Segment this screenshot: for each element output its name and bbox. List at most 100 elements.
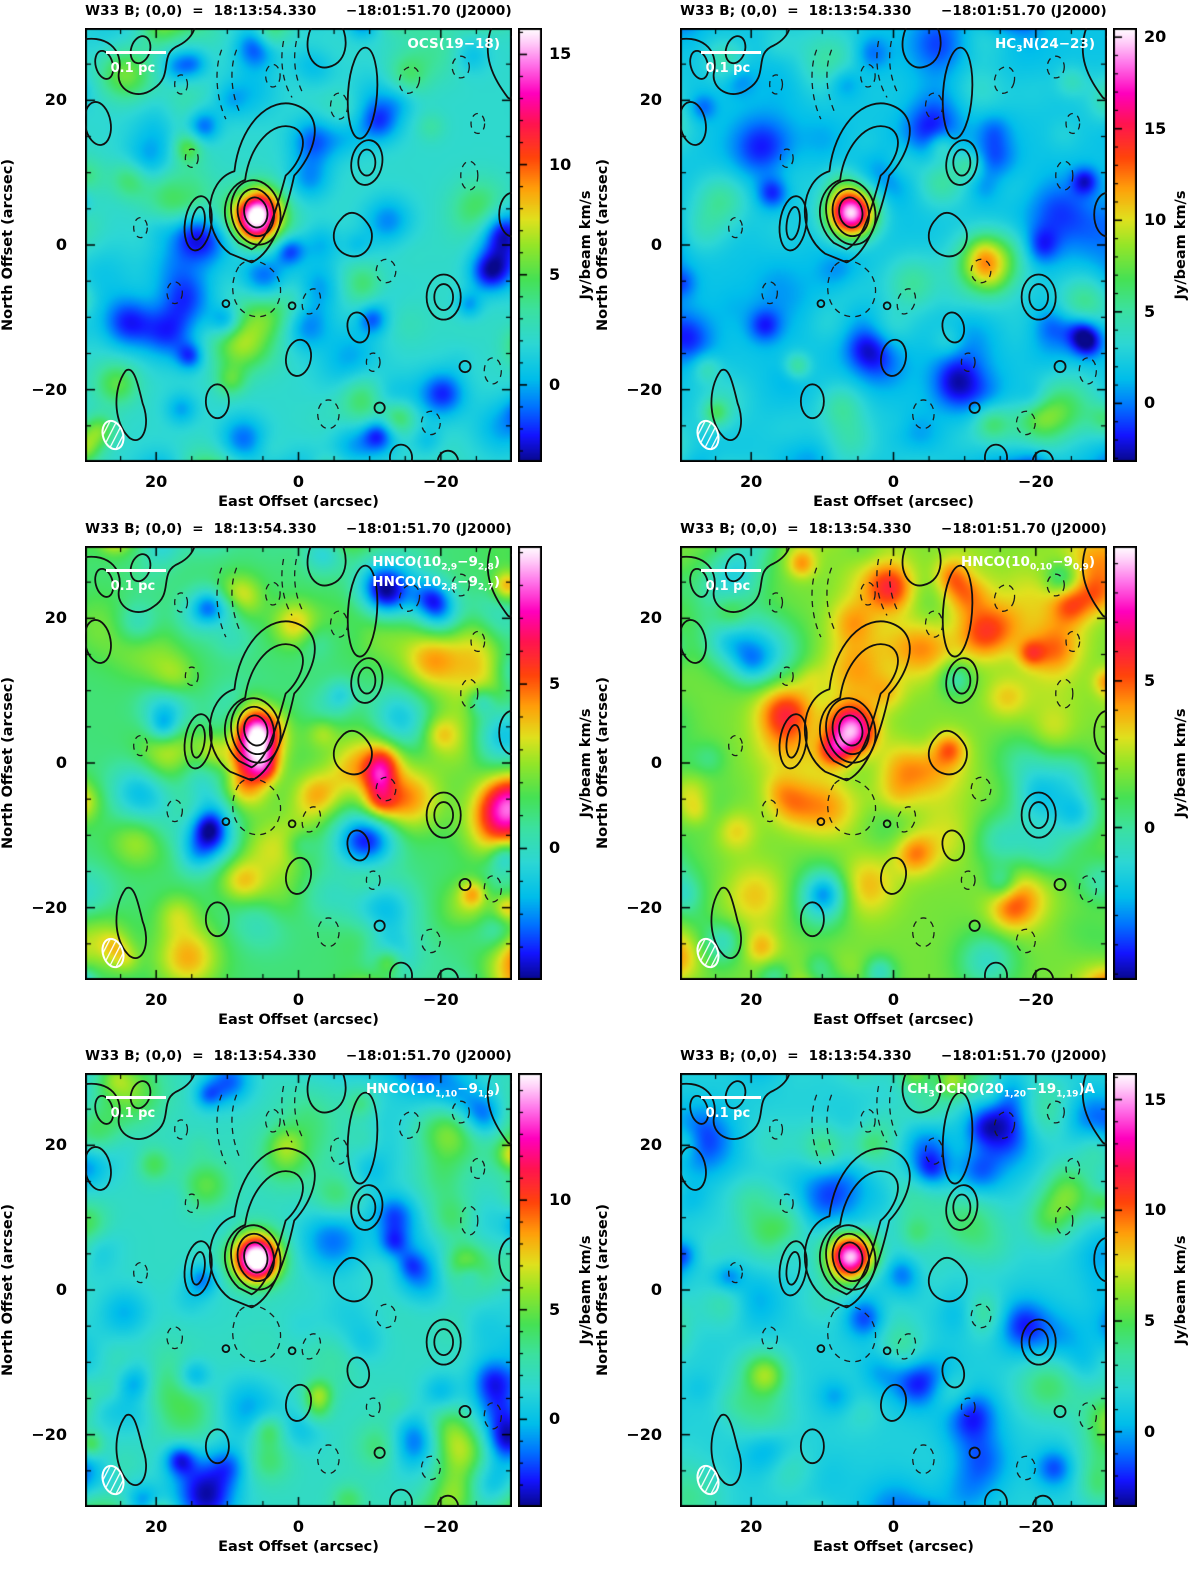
line-label: HNCO(100,10−90,9) [961,554,1095,573]
panel-hnco-010: W33 B; (0,0) = 18:13:54.330 −18:01:51.70… [595,521,1189,1028]
scale-bar-label: 0.1 pc [110,578,156,594]
x-tick-label: 20 [740,472,763,491]
colorbar [1113,1073,1137,1507]
colorbar-tick-label: 15 [549,44,572,64]
heatmap-hnco-110: 0.1 pc HNCO(101,10−91,9) [85,1073,512,1507]
x-tick-label: 0 [292,1517,305,1536]
colorbar-unit-label: Jy/beam km/s [578,190,594,300]
x-tick-label: −20 [422,990,459,1009]
line-label: HC3N(24−23) [994,36,1095,55]
colorbar [518,28,542,462]
x-axis-label: East Offset (arcsec) [813,494,974,510]
y-tick-label: 0 [650,235,662,254]
y-tick-label: −20 [626,897,662,917]
y-axis-label: North Offset (arcsec) [0,1204,16,1376]
y-tick-label: 20 [639,1135,662,1155]
colorbar-unit-label: Jy/beam km/s [1173,190,1189,300]
y-tick-labels: 20 0 −20 [624,546,670,980]
x-axis-label: East Offset (arcsec) [218,1539,379,1555]
x-tick-label: −20 [1017,472,1054,491]
y-tick-label: 20 [639,90,662,110]
scale-bar [106,568,167,572]
heatmap-canvas [85,546,512,980]
colorbar-tick-label: 0 [1144,393,1156,413]
x-tick-label: 0 [887,990,900,1009]
x-axis-label: East Offset (arcsec) [813,1012,974,1028]
line-label: HNCO(101,10−91,9) [366,1081,500,1100]
colorbar-unit-label: Jy/beam km/s [578,708,594,818]
x-tick-labels: 20 0 −20 [680,462,1107,494]
colorbar-tick-label: 5 [549,264,561,284]
colorbar-unit-label: Jy/beam km/s [578,1235,594,1345]
scale-bar [701,1095,762,1099]
y-tick-labels: 20 0 −20 [29,28,75,462]
colorbar-tick-label: 10 [1144,1200,1167,1220]
panel-title: W33 B; (0,0) = 18:13:54.330 −18:01:51.70… [85,521,512,537]
colorbar-canvas [1113,546,1137,980]
line-label: HNCO(102,9−92,8) HNCO(102,8−92,7) [372,554,500,593]
panel-ch3ocho: W33 B; (0,0) = 18:13:54.330 −18:01:51.70… [595,1048,1189,1555]
beam-ellipse-icon [98,935,128,971]
y-tick-labels: 20 0 −20 [624,28,670,462]
colorbar [1113,546,1137,980]
y-tick-label: 20 [44,1135,67,1155]
line-label: CH3OCHO(201,20−191,19)A [907,1081,1095,1100]
colorbar-tick-label: 10 [1144,210,1167,230]
scale-bar-label: 0.1 pc [705,60,751,76]
x-axis-label: East Offset (arcsec) [813,1539,974,1555]
line-label: OCS(19−18) [407,36,500,52]
y-tick-labels: 20 0 −20 [624,1073,670,1507]
x-tick-label: 20 [740,1517,763,1536]
colorbar-tick-label: 15 [1144,118,1167,138]
heatmap-canvas [680,546,1107,980]
colorbar-unit-label: Jy/beam km/s [1173,1235,1189,1345]
scale-bar-label: 0.1 pc [110,60,156,76]
colorbar-tick-label: 5 [1144,301,1156,321]
colorbar-canvas [518,546,542,980]
colorbar-tick-labels: 15 10 5 0 [1144,1073,1190,1507]
x-tick-labels: 20 0 −20 [680,1507,1107,1539]
colorbar [518,1073,542,1507]
y-axis-label: North Offset (arcsec) [0,159,16,331]
beam-ellipse-icon [693,935,723,971]
colorbar [1113,28,1137,462]
colorbar-tick-labels: 15 10 5 0 [549,28,595,462]
colorbar-tick-label: 10 [549,1190,572,1210]
y-tick-label: 0 [55,753,67,772]
x-tick-label: 20 [145,1517,168,1536]
y-axis-label: North Offset (arcsec) [0,677,16,849]
colorbar-tick-label: 5 [1144,670,1156,690]
colorbar-tick-label: 15 [1144,1089,1167,1109]
y-tick-label: −20 [626,379,662,399]
panel-title: W33 B; (0,0) = 18:13:54.330 −18:01:51.70… [680,1048,1107,1064]
colorbar-tick-label: 0 [549,374,561,394]
y-tick-label: 0 [650,1280,662,1299]
heatmap-hnco-010: 0.1 pc HNCO(100,10−90,9) [680,546,1107,980]
colorbar-tick-label: 0 [1144,1421,1156,1441]
colorbar-tick-label: 5 [1144,1311,1156,1330]
x-tick-label: 20 [740,990,763,1009]
beam-ellipse-icon [98,1462,128,1498]
panel-title: W33 B; (0,0) = 18:13:54.330 −18:01:51.70… [85,1048,512,1064]
y-tick-label: −20 [31,379,67,399]
colorbar-tick-label: 20 [1144,27,1167,47]
scale-bar [106,1095,167,1099]
scale-bar-label: 0.1 pc [705,1105,751,1121]
x-tick-label: −20 [1017,1517,1054,1536]
beam-ellipse-icon [693,1462,723,1498]
x-axis-label: East Offset (arcsec) [218,494,379,510]
colorbar-tick-labels: 20 15 10 5 0 [1144,27,1190,462]
y-tick-label: −20 [31,897,67,917]
colorbar-canvas [1113,28,1137,462]
x-tick-labels: 20 0 −20 [85,462,512,494]
x-tick-label: 0 [887,1517,900,1536]
heatmap-canvas [85,28,512,462]
heatmap-ocs: 0.1 pc OCS(19−18) [85,28,512,462]
y-tick-label: 0 [650,753,662,772]
colorbar-canvas [1113,1073,1137,1507]
heatmap-hnco-29: 0.1 pc HNCO(102,9−92,8) HNCO(102,8−92,7) [85,546,512,980]
scale-bar [701,50,762,54]
colorbar [518,546,542,980]
